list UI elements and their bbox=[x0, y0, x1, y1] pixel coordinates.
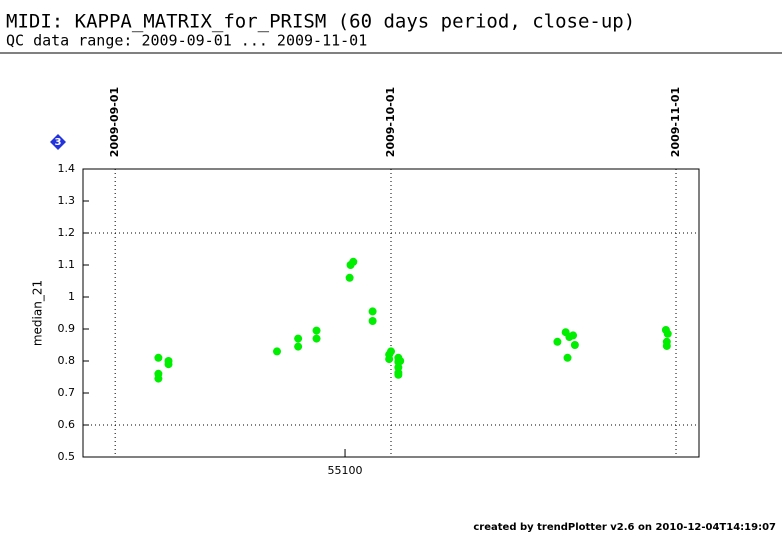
point bbox=[553, 337, 562, 346]
date-label: 2009-10-01 bbox=[384, 87, 397, 157]
y-axis-label: median_21 bbox=[31, 280, 45, 346]
point bbox=[563, 353, 572, 362]
date-label: 2009-09-01 bbox=[108, 87, 121, 157]
point bbox=[345, 273, 354, 282]
point bbox=[662, 341, 671, 350]
point bbox=[154, 374, 163, 383]
point bbox=[164, 360, 173, 369]
point bbox=[385, 355, 394, 364]
point bbox=[394, 370, 403, 379]
y-tick-label: 1.1 bbox=[58, 258, 76, 271]
point bbox=[368, 317, 377, 325]
point bbox=[569, 331, 578, 340]
y-tick-label: 0.6 bbox=[58, 418, 76, 431]
y-tick-label: 0.7 bbox=[58, 386, 76, 399]
x-tick-label: 55100 bbox=[328, 464, 363, 477]
point bbox=[272, 347, 281, 356]
point bbox=[663, 329, 672, 338]
point bbox=[294, 334, 303, 343]
point bbox=[294, 342, 303, 351]
footer: created by trendPlotter v2.6 on 2010-12-… bbox=[473, 522, 776, 533]
point bbox=[368, 307, 377, 316]
y-tick-label: 0.9 bbox=[58, 322, 76, 335]
chart-title: MIDI: KAPPA_MATRIX_for_PRISM (60 days pe… bbox=[6, 11, 635, 33]
point bbox=[312, 334, 321, 343]
point bbox=[312, 326, 321, 335]
point bbox=[570, 341, 579, 349]
date-label: 2009-11-01 bbox=[669, 87, 682, 157]
badge-icon bbox=[50, 134, 66, 150]
chart-subtitle: QC data range: 2009-09-01 ... 2009-11-01 bbox=[6, 32, 367, 50]
y-tick-label: 1.2 bbox=[58, 226, 76, 239]
badge-label: 3 bbox=[55, 137, 62, 148]
point bbox=[154, 353, 163, 362]
y-tick-label: 0.5 bbox=[58, 450, 76, 463]
point bbox=[387, 347, 395, 356]
y-tick-label: 1 bbox=[68, 290, 75, 303]
y-tick-label: 1.4 bbox=[58, 162, 76, 175]
y-tick-label: 0.8 bbox=[58, 354, 76, 367]
point bbox=[396, 357, 405, 365]
y-tick-label: 1.3 bbox=[58, 194, 76, 207]
point bbox=[349, 257, 358, 266]
